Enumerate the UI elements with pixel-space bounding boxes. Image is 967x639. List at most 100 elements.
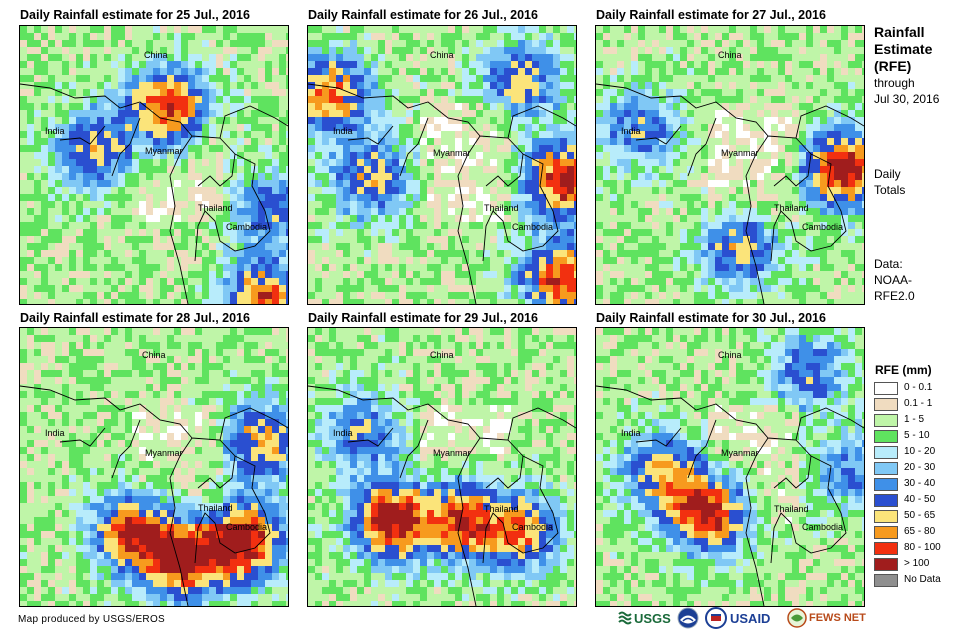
place-label-china: China (718, 50, 742, 60)
panel-title-1: Daily Rainfall estimate for 25 Jul., 201… (20, 8, 250, 22)
legend-label: 40 - 50 (904, 494, 936, 505)
map-panel-1: China India Myanmar Thailand Cambodia (19, 25, 289, 305)
map-panel-3: China India Myanmar Thailand Cambodia (595, 25, 865, 305)
legend-swatch (874, 414, 898, 427)
place-label-china: China (144, 50, 168, 60)
place-label-cambodia: Cambodia (226, 222, 268, 232)
rainfall-map (596, 328, 864, 606)
place-label-india: India (333, 126, 353, 136)
country-borders (20, 83, 288, 304)
place-label-thailand: Thailand (484, 203, 519, 213)
legend-swatch (874, 558, 898, 571)
logos: USGS USAID FEWS NET (0, 605, 967, 631)
noaa-logo (677, 605, 699, 631)
through-label: through (874, 76, 915, 90)
place-label-myanmar: Myanmar (433, 148, 471, 158)
place-label-thailand: Thailand (484, 504, 519, 514)
source-line2: RFE2.0 (874, 289, 915, 303)
rainfall-map (596, 26, 864, 304)
place-label-myanmar: Myanmar (721, 448, 759, 458)
totals-label: Totals (874, 183, 906, 197)
legend-label: 1 - 5 (904, 414, 925, 425)
legend-swatch (874, 494, 898, 507)
noaa-emblem-icon (677, 607, 699, 629)
place-label-thailand: Thailand (198, 203, 233, 213)
map-panel-5: China India Myanmar Thailand Cambodia (307, 327, 577, 607)
legend-title: RFE (mm) (875, 363, 932, 377)
place-label-thailand: Thailand (774, 203, 809, 213)
legend-label: 0.1 - 1 (904, 398, 933, 409)
rainfall-map (308, 328, 576, 606)
rainfall-map (20, 328, 288, 606)
map-panel-2: China India Myanmar Thailand Cambodia (307, 25, 577, 305)
country-borders (308, 385, 576, 606)
legend-label: No Data (904, 574, 941, 585)
country-borders (596, 385, 864, 606)
place-label-china: China (718, 350, 742, 360)
panel-title-4: Daily Rainfall estimate for 28 Jul., 201… (20, 311, 250, 325)
usaid-logo-text: USAID (730, 610, 771, 626)
place-label-cambodia: Cambodia (802, 522, 844, 532)
usgs-logo-text: USGS (634, 610, 671, 626)
map-panel-4: China India Myanmar Thailand Cambodia (19, 327, 289, 607)
fews-globe-icon (787, 608, 807, 628)
panel-title-3: Daily Rainfall estimate for 27 Jul., 201… (596, 8, 826, 22)
legend-swatch (874, 574, 898, 587)
panel-title-5: Daily Rainfall estimate for 29 Jul., 201… (308, 311, 538, 325)
country-borders (596, 83, 864, 304)
rainfall-map (20, 26, 288, 304)
legend-label: 10 - 20 (904, 446, 936, 457)
legend-label: 30 - 40 (904, 478, 936, 489)
legend-swatch (874, 510, 898, 523)
side-info: Rainfall Estimate (RFE) through Jul 30, … (874, 24, 939, 107)
fews-logo: FEWS NET (787, 605, 866, 631)
place-label-cambodia: Cambodia (802, 222, 844, 232)
place-label-myanmar: Myanmar (721, 148, 759, 158)
legend-label: 80 - 100 (904, 542, 941, 553)
through-date: Jul 30, 2016 (874, 92, 940, 106)
country-borders (20, 385, 288, 606)
usaid-logo: USAID (705, 605, 770, 631)
fews-logo-text: FEWS NET (809, 612, 866, 624)
credit-text: Map produced by USGS/EROS (18, 614, 166, 625)
panel-title-6: Daily Rainfall estimate for 30 Jul., 201… (596, 311, 826, 325)
place-label-china: China (430, 50, 454, 60)
legend-swatch (874, 542, 898, 555)
legend-swatch (874, 526, 898, 539)
usaid-seal-icon (705, 607, 727, 629)
country-borders (308, 83, 576, 304)
legend-label: 20 - 30 (904, 462, 936, 473)
place-label-india: India (621, 428, 641, 438)
legend-swatch (874, 478, 898, 491)
place-label-india: India (45, 126, 65, 136)
legend-swatch (874, 398, 898, 411)
legend-label: 5 - 10 (904, 430, 930, 441)
place-label-cambodia: Cambodia (226, 522, 268, 532)
panel-title-2: Daily Rainfall estimate for 26 Jul., 201… (308, 8, 538, 22)
rfe-title-line3: (RFE) (874, 58, 912, 74)
place-label-cambodia: Cambodia (512, 222, 554, 232)
legend-swatch (874, 382, 898, 395)
data-source: Data: NOAA- RFE2.0 (874, 256, 915, 304)
place-label-india: India (333, 428, 353, 438)
legend-label: 65 - 80 (904, 526, 936, 537)
legend-label: > 100 (904, 558, 930, 569)
legend-label: 0 - 0.1 (904, 382, 933, 393)
rfe-title-line1: Rainfall (874, 24, 925, 40)
daily-totals: Daily Totals (874, 166, 905, 198)
place-label-china: China (430, 350, 454, 360)
place-label-myanmar: Myanmar (145, 146, 183, 156)
place-label-thailand: Thailand (774, 504, 809, 514)
place-label-thailand: Thailand (198, 503, 233, 513)
place-label-myanmar: Myanmar (145, 448, 183, 458)
legend-swatch (874, 462, 898, 475)
usgs-logo: USGS (618, 605, 671, 631)
rfe-title-line2: Estimate (874, 41, 933, 57)
place-label-china: China (142, 350, 166, 360)
data-label: Data: (874, 257, 903, 271)
rainfall-map (308, 26, 576, 304)
usgs-mark-icon (618, 611, 632, 625)
place-label-india: India (621, 126, 641, 136)
map-panel-6: China India Myanmar Thailand Cambodia (595, 327, 865, 607)
legend-swatch (874, 430, 898, 443)
